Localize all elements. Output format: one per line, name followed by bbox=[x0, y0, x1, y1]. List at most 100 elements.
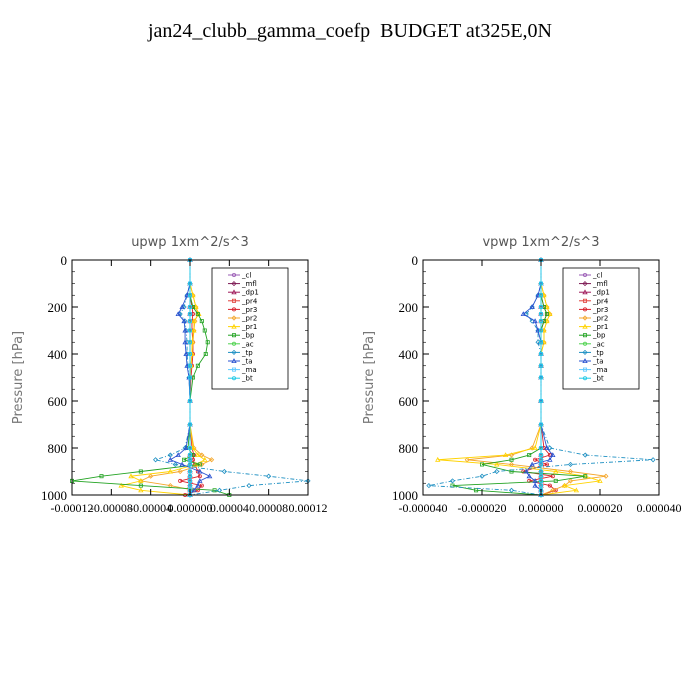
data-point bbox=[202, 328, 207, 333]
legend-label: _pr4 bbox=[241, 297, 258, 305]
legend-marker bbox=[231, 367, 236, 372]
legend-marker bbox=[231, 349, 237, 355]
legend-marker bbox=[231, 323, 237, 329]
legend-marker bbox=[231, 341, 236, 346]
data-point bbox=[532, 318, 538, 324]
data-point bbox=[532, 478, 538, 483]
legend-marker bbox=[582, 349, 588, 355]
data-point bbox=[183, 445, 189, 450]
data-point bbox=[561, 482, 568, 488]
y-tick-label: 1000 bbox=[392, 488, 418, 503]
legend-marker bbox=[582, 289, 588, 295]
panel-title: upwp 1xm^2/s^3 bbox=[131, 235, 249, 250]
data-point bbox=[539, 281, 544, 286]
legend-label: _pr2 bbox=[592, 315, 608, 323]
data-point bbox=[187, 398, 192, 403]
data-point bbox=[128, 473, 134, 479]
legend-label: _pr3 bbox=[241, 306, 257, 314]
data-point bbox=[553, 478, 558, 483]
y-tick-label: 600 bbox=[399, 394, 419, 409]
data-point bbox=[167, 456, 174, 462]
legend-marker bbox=[582, 315, 588, 321]
data-point bbox=[197, 462, 202, 467]
data-point bbox=[197, 478, 203, 483]
y-tick-label: 0 bbox=[412, 253, 419, 268]
data-point bbox=[539, 351, 544, 356]
data-point bbox=[539, 312, 544, 317]
legend-marker bbox=[582, 358, 588, 363]
x-tick-label: -0.000020 bbox=[458, 501, 507, 515]
data-point bbox=[202, 456, 208, 462]
data-point bbox=[435, 456, 441, 462]
data-point bbox=[187, 281, 192, 286]
y-tick-label: 200 bbox=[399, 300, 419, 315]
legend-label: _ma bbox=[592, 366, 608, 374]
data-point bbox=[179, 461, 185, 467]
data-point bbox=[187, 445, 192, 450]
legend-label: _pr3 bbox=[592, 306, 608, 314]
panel-title: vpwp 1xm^2/s^3 bbox=[482, 235, 599, 250]
data-point bbox=[195, 482, 201, 488]
data-point bbox=[187, 474, 192, 479]
legend-label: _dp1 bbox=[592, 289, 610, 297]
legend-label: _bt bbox=[592, 375, 604, 383]
data-point bbox=[195, 452, 201, 458]
data-point bbox=[529, 304, 535, 309]
legend-marker bbox=[231, 307, 236, 312]
data-point bbox=[187, 304, 192, 309]
x-tick-label: -0.00004 bbox=[129, 501, 172, 515]
x-tick-label: -0.00012 bbox=[51, 501, 94, 515]
data-point bbox=[539, 474, 544, 479]
legend-marker bbox=[583, 307, 588, 312]
data-point bbox=[582, 452, 588, 458]
legend-marker bbox=[583, 341, 588, 346]
legend-label: _ta bbox=[241, 358, 253, 366]
legend-marker bbox=[231, 281, 237, 287]
data-point bbox=[187, 312, 192, 317]
data-point bbox=[547, 445, 553, 451]
legend-marker bbox=[582, 281, 588, 287]
data-point bbox=[153, 457, 159, 463]
legend-marker bbox=[231, 298, 236, 303]
y-tick-label: 1000 bbox=[41, 488, 67, 503]
data-point bbox=[479, 473, 485, 479]
legend-label: _ma bbox=[241, 366, 257, 374]
x-tick-label: 0.000000 bbox=[519, 501, 564, 515]
data-point bbox=[550, 474, 555, 479]
x-tick-label: 0.00008 bbox=[249, 501, 288, 515]
legend: _cl_mfl_dp1_pr4_pr3_pr2_pr1_bp_ac_tp_ta_… bbox=[562, 267, 640, 390]
data-point bbox=[532, 445, 538, 450]
data-point bbox=[187, 422, 192, 427]
legend-label: _pr1 bbox=[592, 323, 608, 331]
data-point bbox=[187, 478, 192, 483]
legend-label: _pr4 bbox=[592, 297, 609, 305]
data-point bbox=[567, 478, 574, 484]
data-point bbox=[197, 468, 203, 474]
y-tick-label: 400 bbox=[399, 347, 419, 362]
data-point bbox=[597, 478, 603, 483]
data-point bbox=[583, 474, 588, 479]
legend-label: _pr1 bbox=[241, 323, 257, 331]
data-point bbox=[99, 474, 104, 479]
data-point bbox=[187, 457, 192, 462]
data-point bbox=[527, 453, 532, 458]
data-point bbox=[479, 462, 484, 467]
data-point bbox=[138, 487, 144, 493]
data-point bbox=[246, 483, 252, 489]
data-point bbox=[187, 319, 192, 324]
data-point bbox=[191, 487, 197, 493]
data-point bbox=[187, 375, 192, 380]
data-point bbox=[539, 483, 544, 488]
x-tick-label: 0.00004 bbox=[210, 501, 249, 515]
data-point bbox=[474, 488, 479, 493]
data-point bbox=[187, 293, 192, 298]
data-point bbox=[539, 328, 544, 333]
legend-label: _ac bbox=[241, 340, 254, 348]
data-point bbox=[195, 312, 200, 317]
data-point bbox=[650, 457, 656, 463]
data-point bbox=[494, 468, 500, 475]
data-point bbox=[544, 312, 549, 317]
y-tick-label: 400 bbox=[48, 347, 68, 362]
data-point bbox=[178, 478, 183, 483]
data-point bbox=[508, 487, 515, 493]
